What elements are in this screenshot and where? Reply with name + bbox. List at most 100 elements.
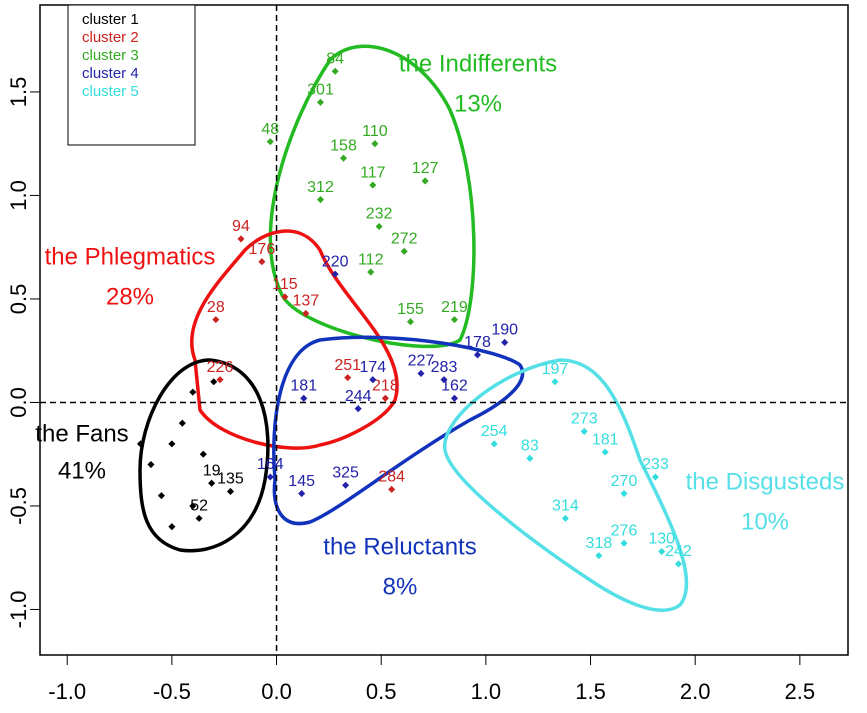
point	[421, 177, 429, 185]
point-label: 83	[521, 438, 539, 455]
point	[316, 98, 325, 106]
y-tick-label: -0.5	[6, 487, 31, 525]
point-label: 176	[249, 241, 276, 258]
x-tick-label: 1.0	[471, 679, 502, 704]
point-label: 232	[366, 206, 393, 223]
annotation: the Disgusteds	[686, 468, 845, 495]
point	[440, 376, 448, 384]
point	[367, 268, 375, 276]
point-label: 276	[611, 522, 638, 539]
cluster-hulls	[138, 44, 689, 612]
point	[195, 514, 203, 522]
point-label: 197	[542, 361, 569, 378]
point	[400, 247, 408, 255]
x-tick-label: -1.0	[48, 679, 86, 704]
point-label: 312	[307, 179, 334, 196]
point	[168, 523, 176, 531]
point	[501, 338, 509, 346]
point-label: 284	[378, 469, 405, 486]
y-tick-label: 0.5	[6, 284, 31, 315]
point-label: 272	[391, 231, 418, 248]
point-label: 178	[464, 334, 491, 351]
annotation: the Fans	[35, 420, 128, 447]
point	[342, 481, 350, 489]
hull	[190, 229, 399, 450]
point	[580, 427, 588, 435]
point	[189, 502, 197, 510]
point-label: 254	[481, 423, 508, 440]
point-label: 242	[665, 543, 692, 560]
legend-entry: cluster 1	[82, 11, 139, 28]
point-label: 115	[272, 276, 298, 293]
annotation: 28%	[106, 283, 154, 310]
annotation: 41%	[58, 457, 106, 484]
point	[266, 473, 274, 481]
point	[178, 419, 186, 427]
point	[216, 376, 224, 384]
point-label: 220	[322, 253, 349, 270]
point-label: 181	[592, 431, 619, 448]
x-tick-label: 1.5	[575, 679, 606, 704]
point-label: 52	[190, 498, 208, 515]
hull	[268, 44, 476, 349]
point	[417, 369, 425, 378]
point-label: 244	[345, 388, 372, 405]
point-label: 283	[431, 359, 458, 376]
point	[344, 374, 352, 382]
annotation: the Reluctants	[323, 533, 476, 560]
point	[208, 479, 216, 487]
legend-entry: cluster 3	[82, 47, 139, 64]
point	[199, 450, 207, 458]
point	[473, 351, 482, 359]
annotation: 10%	[741, 508, 789, 535]
point	[157, 492, 165, 500]
point	[339, 154, 348, 162]
point-label: 226	[207, 359, 234, 376]
x-tick-label: 2.5	[785, 679, 816, 704]
legend-box	[67, 4, 196, 146]
point-label: 112	[358, 251, 384, 268]
point	[300, 394, 308, 402]
point	[331, 270, 339, 278]
point-label: 110	[362, 123, 388, 140]
point-label: 19	[203, 462, 221, 479]
point-label: 227	[408, 353, 435, 370]
point	[189, 388, 197, 396]
point-label: 94	[232, 218, 250, 235]
legend-entry: cluster 4	[82, 65, 139, 82]
point-label: 162	[441, 378, 468, 395]
point	[210, 378, 218, 386]
point-label: 318	[586, 535, 613, 552]
point	[226, 487, 235, 496]
y-tick-label: 1.0	[6, 180, 31, 211]
point-label: 48	[261, 121, 279, 138]
annotation: the Indifferents	[399, 50, 557, 77]
point-label: 270	[611, 473, 638, 490]
y-tick-label: 0.0	[6, 387, 31, 418]
point-label: 233	[642, 456, 669, 473]
x-tick-label: 0.5	[366, 679, 397, 704]
point-label: 325	[332, 464, 359, 481]
point	[450, 316, 459, 324]
hull	[443, 358, 689, 612]
point-label: 135	[217, 471, 244, 488]
point	[316, 196, 325, 204]
point	[490, 440, 498, 448]
point	[369, 181, 377, 189]
point	[651, 473, 659, 481]
point-label: 117	[360, 164, 386, 181]
point-label: 219	[441, 299, 468, 316]
point	[237, 235, 245, 243]
point	[371, 140, 379, 148]
point-label: 314	[552, 498, 579, 515]
x-tick-label: -0.5	[153, 679, 191, 704]
point	[620, 489, 628, 498]
point	[298, 489, 306, 498]
point-label: 190	[491, 322, 518, 339]
point	[375, 222, 383, 231]
point	[136, 440, 145, 448]
point	[331, 67, 339, 75]
point	[595, 552, 603, 560]
point	[258, 258, 266, 266]
